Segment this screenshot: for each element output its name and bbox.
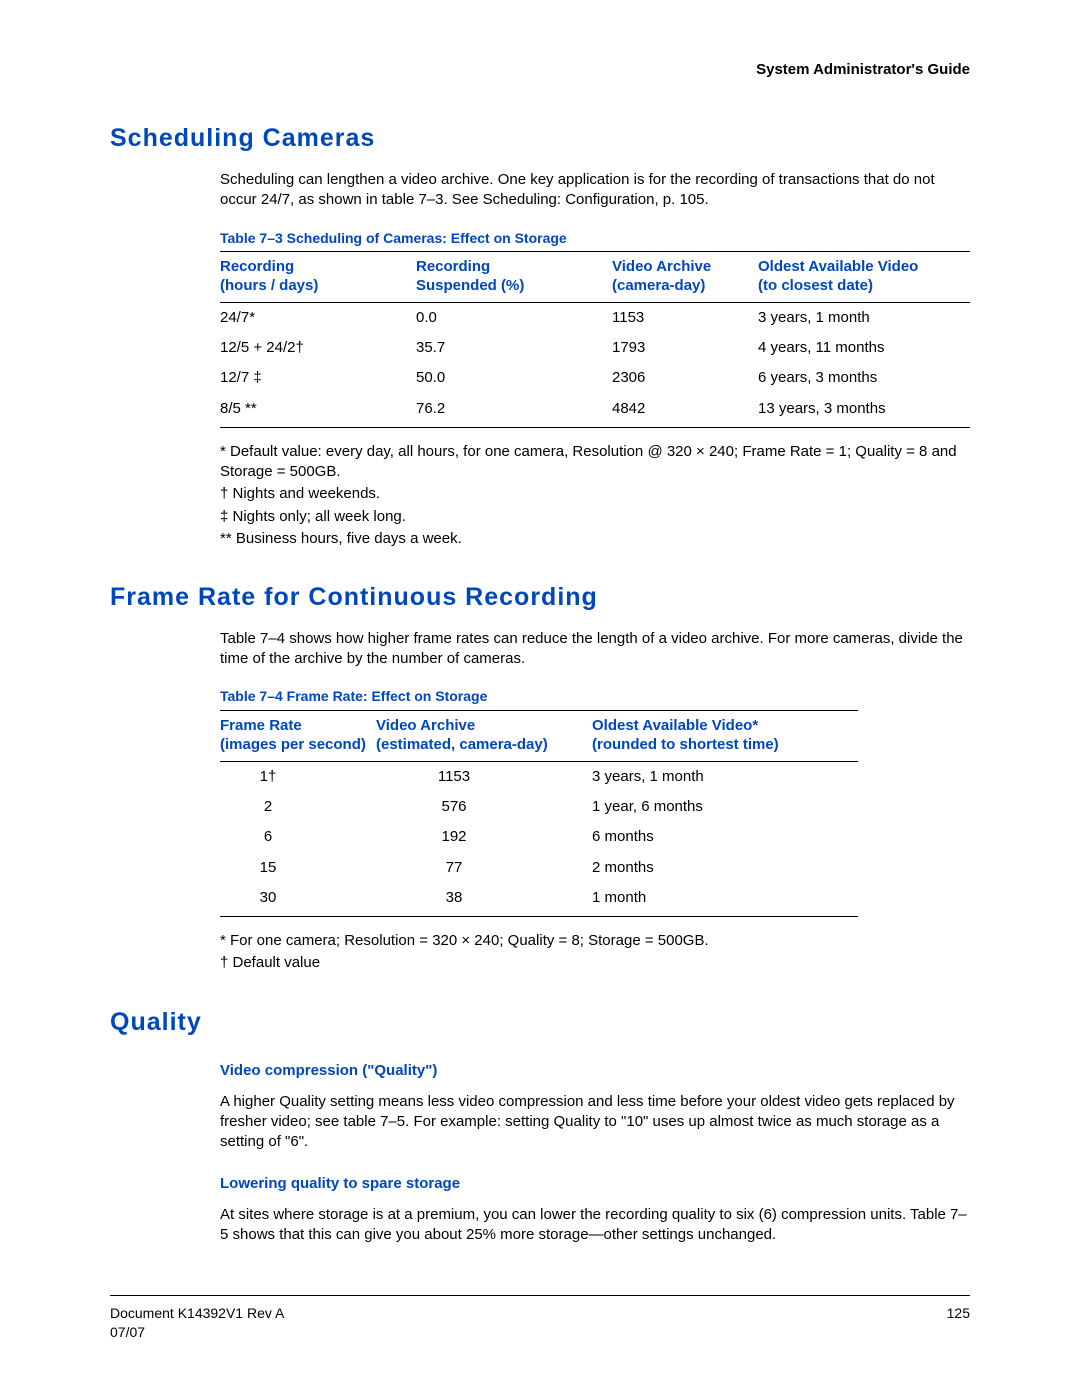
subhead-lowering-quality: Lowering quality to spare storage — [220, 1174, 970, 1194]
scheduling-intro: Scheduling can lengthen a video archive.… — [220, 170, 970, 211]
heading-frame-rate: Frame Rate for Continuous Recording — [110, 581, 970, 615]
col-video-archive-2: Video Archive(estimated, camera-day) — [376, 711, 592, 762]
subhead-video-compression: Video compression ("Quality") — [220, 1061, 970, 1081]
col-recording-hours: Recording(hours / days) — [220, 252, 416, 303]
table-row: 1†11533 years, 1 month — [220, 761, 858, 792]
table-row: 30381 month — [220, 883, 858, 917]
table-row: 24/7*0.011533 years, 1 month — [220, 302, 970, 333]
table-7-3: Recording(hours / days) RecordingSuspend… — [220, 251, 970, 428]
col-oldest-video: Oldest Available Video(to closest date) — [758, 252, 970, 303]
footer-date: 07/07 — [110, 1323, 284, 1342]
footer-rule — [110, 1295, 970, 1296]
page-footer: Document K14392V1 Rev A 07/07 125 — [110, 1304, 970, 1342]
table-7-4-footnotes: * For one camera; Resolution = 320 × 240… — [220, 931, 970, 974]
footer-page: 125 — [947, 1304, 970, 1342]
quality-p1: A higher Quality setting means less vide… — [220, 1092, 970, 1153]
quality-p2: At sites where storage is at a premium, … — [220, 1205, 970, 1246]
table-row: 8/5 **76.2484213 years, 3 months — [220, 394, 970, 428]
col-video-archive: Video Archive(camera-day) — [612, 252, 758, 303]
table-row: 12/7 ‡50.023066 years, 3 months — [220, 363, 970, 393]
framerate-intro: Table 7–4 shows how higher frame rates c… — [220, 629, 970, 670]
table-7-4-caption: Table 7–4 Frame Rate: Effect on Storage — [220, 687, 970, 706]
col-frame-rate: Frame Rate(images per second) — [220, 711, 376, 762]
heading-quality: Quality — [110, 1006, 970, 1040]
table-row: 15772 months — [220, 853, 858, 883]
table-7-4: Frame Rate(images per second) Video Arch… — [220, 710, 858, 917]
col-recording-suspended: RecordingSuspended (%) — [416, 252, 612, 303]
page-header: System Administrator's Guide — [110, 60, 970, 80]
table-7-3-caption: Table 7–3 Scheduling of Cameras: Effect … — [220, 229, 970, 248]
table-7-3-footnotes: * Default value: every day, all hours, f… — [220, 442, 970, 549]
heading-scheduling-cameras: Scheduling Cameras — [110, 122, 970, 156]
table-row: 12/5 + 24/2†35.717934 years, 11 months — [220, 333, 970, 363]
table-row: 61926 months — [220, 822, 858, 852]
footer-doc: Document K14392V1 Rev A — [110, 1304, 284, 1323]
col-oldest-video-2: Oldest Available Video*(rounded to short… — [592, 711, 858, 762]
table-row: 25761 year, 6 months — [220, 792, 858, 822]
